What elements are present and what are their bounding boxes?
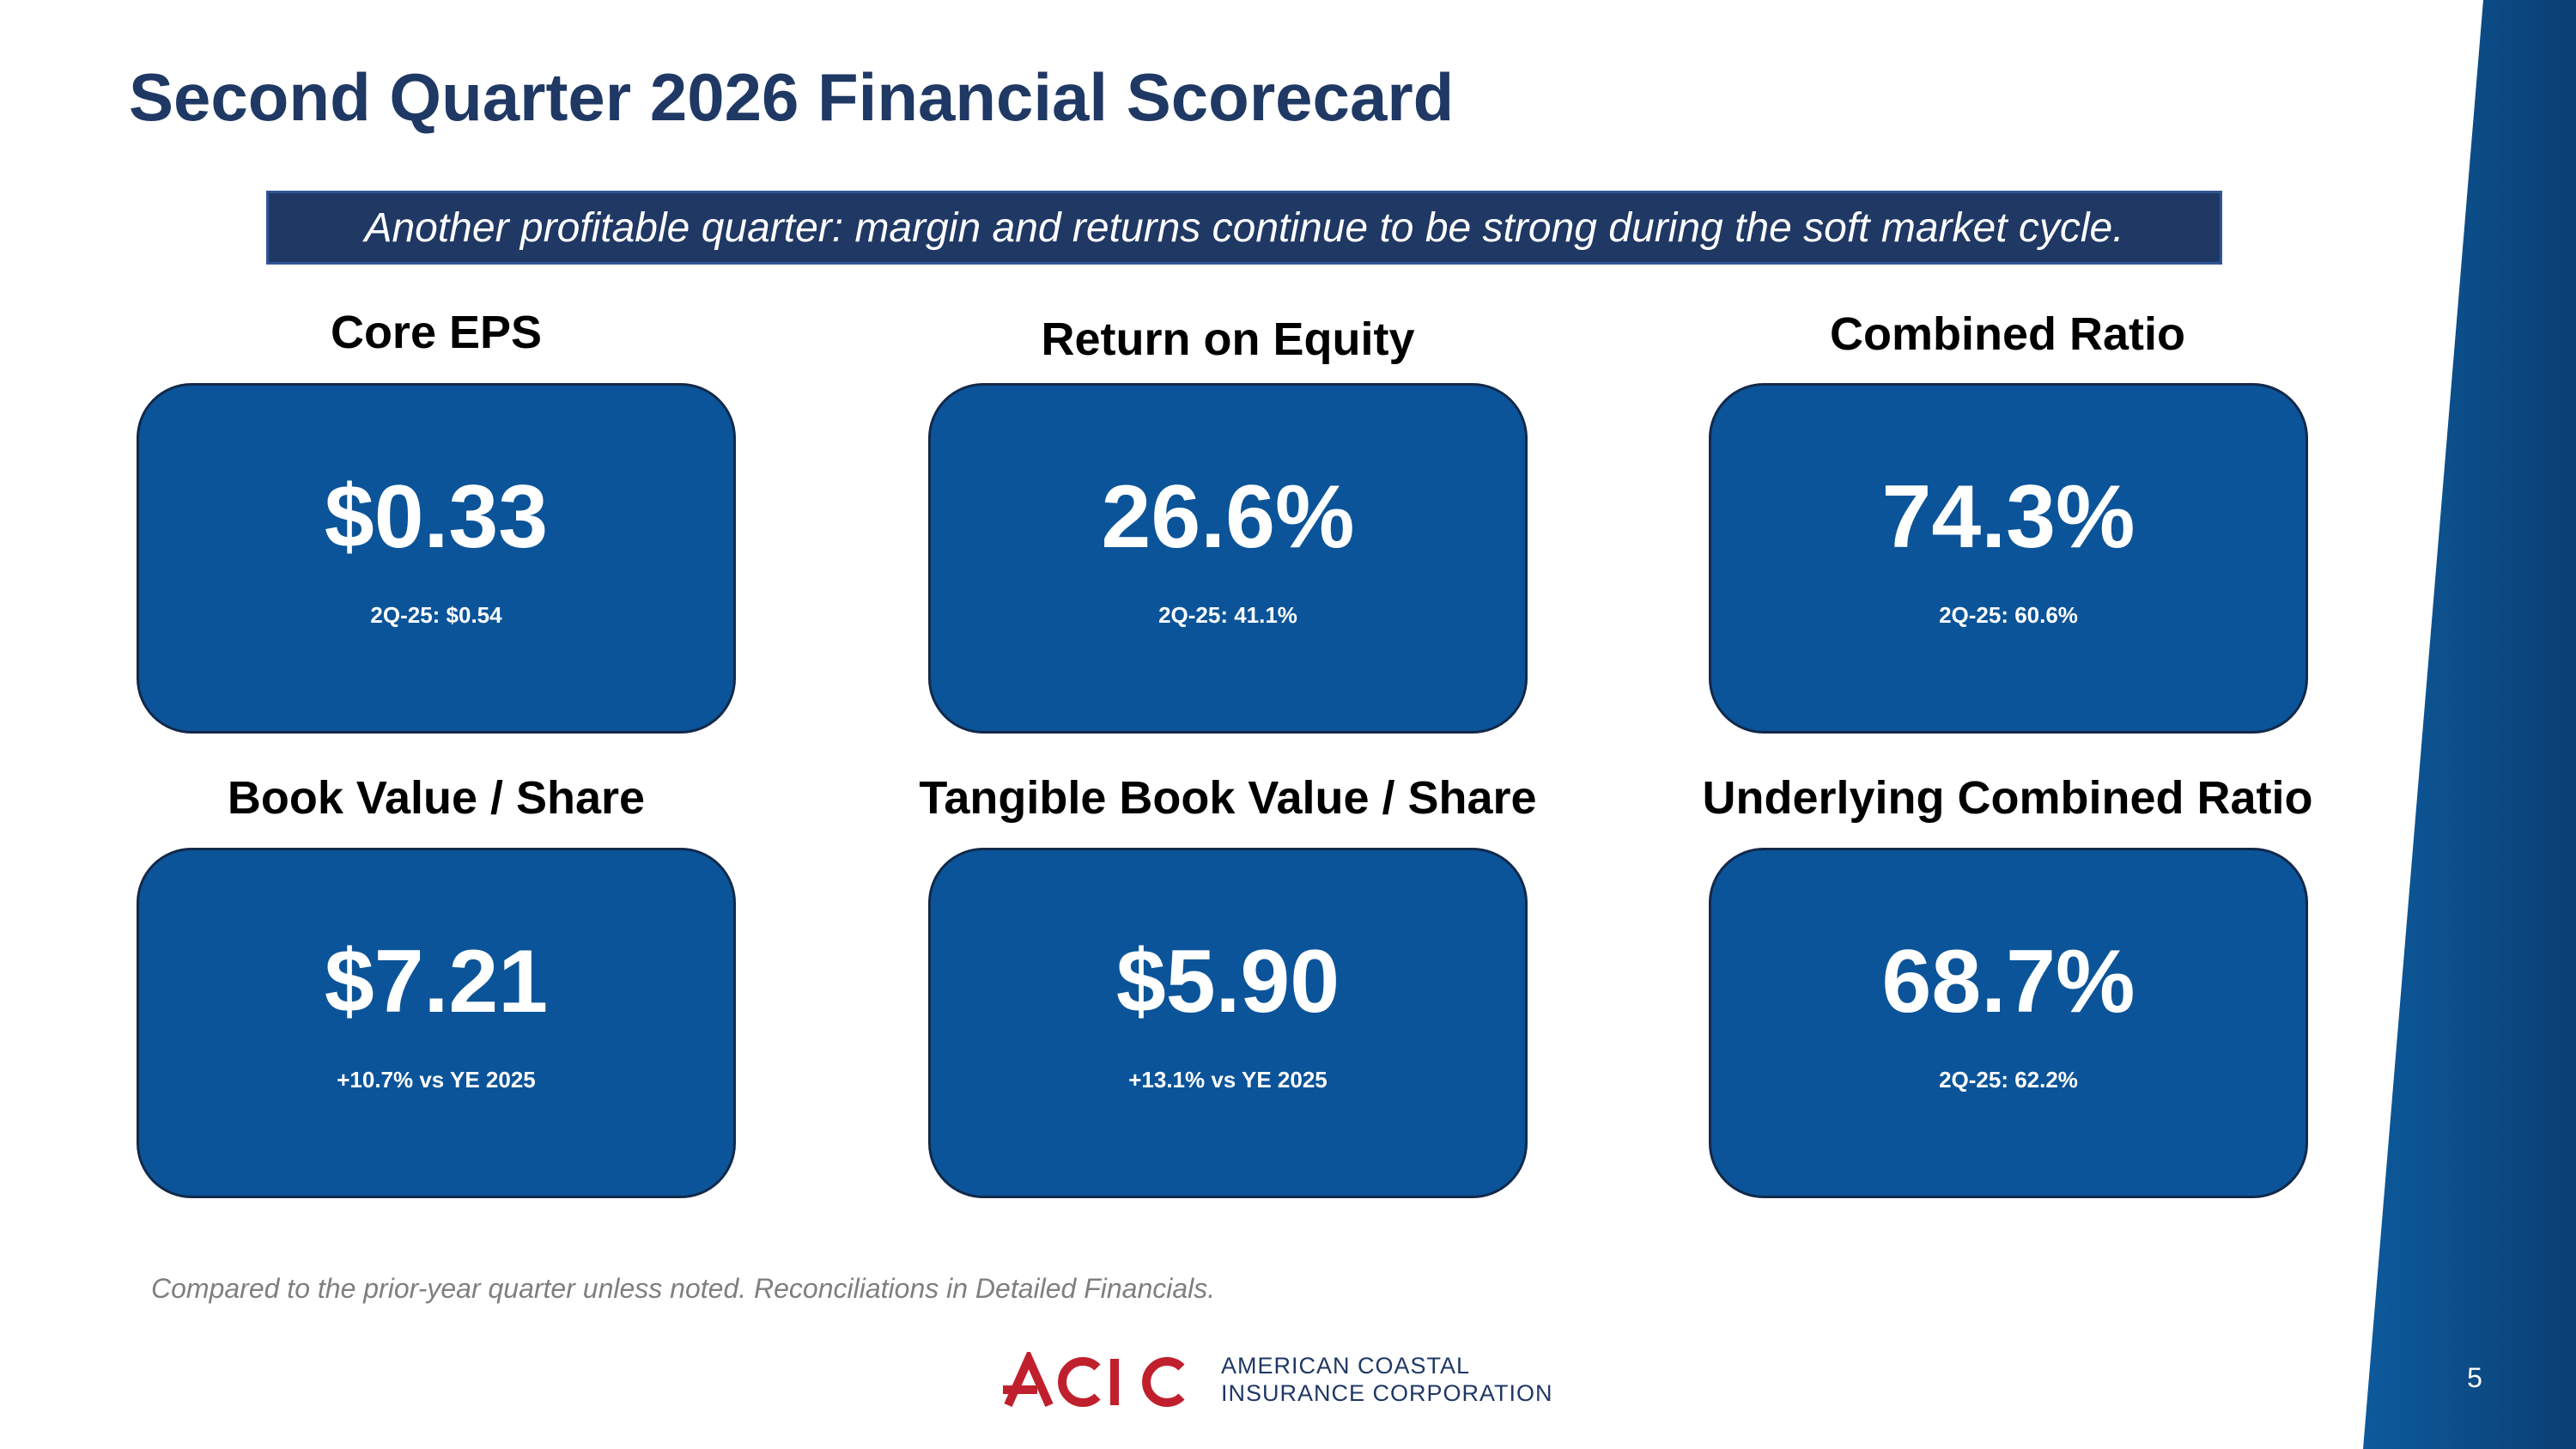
metric-comparison: 2Q-25: $0.54 — [370, 602, 502, 628]
metric-label-underlying-combined-ratio: Underlying Combined Ratio — [1702, 772, 2313, 824]
metric-label-book-value-share: Book Value / Share — [227, 772, 646, 824]
metric-comparison: 2Q-25: 60.6% — [1939, 602, 2078, 628]
metric-card-return-on-equity: 26.6% 2Q-25: 41.1% — [928, 383, 1528, 734]
metric-card-tangible-book-value-share: $5.90 +13.1% vs YE 2025 — [928, 848, 1528, 1198]
metric-card-book-value-share: $7.21 +10.7% vs YE 2025 — [137, 848, 736, 1198]
metric-comparison: +13.1% vs YE 2025 — [1128, 1067, 1327, 1093]
metric-comparison: 2Q-25: 62.2% — [1939, 1067, 2078, 1093]
summary-banner-text: Another profitable quarter: margin and r… — [364, 204, 2124, 251]
metric-value: $7.21 — [324, 932, 549, 1032]
metric-comparison: +10.7% vs YE 2025 — [337, 1067, 536, 1093]
metric-label-combined-ratio: Combined Ratio — [1830, 308, 2185, 360]
metric-value: $5.90 — [1115, 932, 1340, 1032]
metric-value: 26.6% — [1101, 467, 1355, 567]
footnote: Compared to the prior-year quarter unles… — [151, 1273, 1216, 1304]
metric-label-core-eps: Core EPS — [330, 307, 543, 358]
metric-label-return-on-equity: Return on Equity — [1041, 314, 1415, 365]
metric-comparison: 2Q-25: 41.1% — [1158, 602, 1297, 628]
company-name-line-1: AMERICAN COASTAL — [1221, 1353, 1471, 1379]
summary-banner: Another profitable quarter: margin and r… — [266, 191, 2222, 265]
metric-card-combined-ratio: 74.3% 2Q-25: 60.6% — [1709, 383, 2308, 734]
metric-value: 68.7% — [1881, 932, 2136, 1032]
acic-logo — [1003, 1352, 1185, 1408]
slide-title: Second Quarter 2026 Financial Scorecard — [129, 59, 1455, 135]
metric-card-core-eps: $0.33 2Q-25: $0.54 — [137, 383, 736, 734]
company-name: AMERICAN COASTAL INSURANCE CORPORATION — [1221, 1352, 1553, 1407]
company-name-line-2: INSURANCE CORPORATION — [1221, 1380, 1553, 1406]
metric-value: 74.3% — [1881, 467, 2136, 567]
metric-label-tangible-book-value-share: Tangible Book Value / Share — [919, 772, 1537, 824]
page-number: 5 — [2467, 1362, 2482, 1393]
metric-card-underlying-combined-ratio: 68.7% 2Q-25: 62.2% — [1709, 848, 2308, 1198]
metric-value: $0.33 — [324, 467, 549, 567]
